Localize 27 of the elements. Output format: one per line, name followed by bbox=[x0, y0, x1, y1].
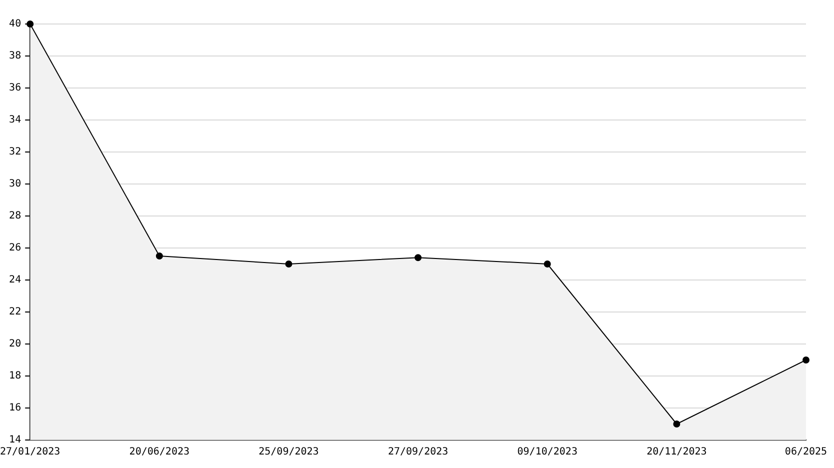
x-tick-label: 06/2025 bbox=[784, 446, 828, 458]
y-tick-label: 40 bbox=[9, 18, 22, 30]
y-tick-label: 20 bbox=[9, 338, 22, 350]
point bbox=[802, 356, 810, 364]
y-tick-label: 38 bbox=[9, 50, 22, 62]
point bbox=[544, 260, 551, 268]
x-tick-label: 20/06/2023 bbox=[129, 446, 190, 458]
y-tick-label: 18 bbox=[9, 370, 22, 382]
point bbox=[156, 252, 163, 260]
x-tick-label: 09/10/2023 bbox=[517, 446, 578, 458]
x-tick-label: 25/09/2023 bbox=[258, 446, 319, 458]
y-tick-label: 14 bbox=[9, 434, 22, 446]
x-tick-label: 27/01/2023 bbox=[0, 446, 60, 458]
y-tick-label: 26 bbox=[9, 242, 22, 254]
y-tick-label: 24 bbox=[9, 274, 22, 286]
x-tick-label: 20/11/2023 bbox=[646, 446, 707, 458]
y-tick-label: 34 bbox=[9, 114, 22, 126]
y-tick-label: 36 bbox=[9, 82, 22, 94]
y-tick-label: 32 bbox=[9, 146, 22, 158]
y-tick-label: 28 bbox=[9, 210, 22, 222]
y-tick-label: 30 bbox=[9, 178, 22, 190]
y-tick-label: 16 bbox=[9, 402, 22, 414]
point bbox=[285, 260, 292, 268]
y-tick-label: 22 bbox=[9, 306, 22, 318]
point bbox=[414, 254, 422, 262]
point bbox=[673, 420, 680, 428]
x-tick-label: 27/09/2023 bbox=[388, 446, 448, 458]
